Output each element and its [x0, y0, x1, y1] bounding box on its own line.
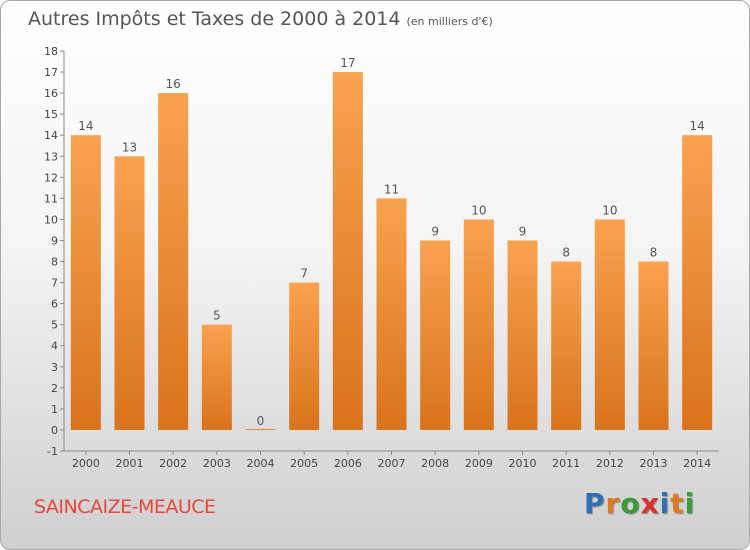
bar-2013 [638, 261, 669, 430]
y-tick-label: 15 [44, 108, 58, 121]
y-tick-label: -1 [47, 445, 58, 458]
bar-2014 [682, 135, 713, 430]
y-tick-label: 9 [51, 234, 58, 247]
data-label-2010: 9 [519, 224, 527, 238]
logo-letter: i [684, 487, 696, 520]
logo-letter: o [620, 487, 641, 520]
data-label-2003: 5 [213, 309, 221, 323]
bar-2008 [420, 240, 451, 430]
x-tick-label-2008: 2008 [421, 457, 449, 470]
logo-letter: r [605, 487, 621, 520]
y-tick-label: 3 [51, 361, 58, 374]
y-tick-label: 11 [44, 192, 58, 205]
y-tick-label: 13 [44, 150, 58, 163]
data-labels: 14 13 16 5 0 7 17 11 9 10 9 8 10 8 14 [78, 56, 705, 428]
x-tick-label-2014: 2014 [683, 457, 711, 470]
y-tick-label: 17 [44, 66, 58, 79]
logo-letter: x [640, 487, 660, 520]
x-axis: 2000 2001 2002 2003 2004 2005 2006 2007 2008 2009… [64, 450, 719, 470]
bar-2004 [245, 428, 276, 430]
bars [70, 72, 713, 430]
bar-2003 [201, 324, 232, 430]
data-label-2011: 8 [562, 246, 570, 260]
data-label-2014: 14 [690, 119, 705, 133]
data-label-2013: 8 [650, 246, 658, 260]
chart-unit: (en milliers d'€) [406, 15, 493, 28]
x-tick-label-2003: 2003 [203, 457, 231, 470]
bar-2009 [463, 219, 494, 430]
data-label-2004: 0 [257, 414, 265, 428]
bar-2007 [376, 198, 407, 430]
chart-title: Autres Impôts et Taxes de 2000 à 2014 (en… [28, 8, 493, 30]
y-tick-label: 7 [51, 277, 58, 290]
x-tick-label-2007: 2007 [378, 457, 406, 470]
data-label-2001: 13 [122, 140, 137, 154]
x-tick-label-2011: 2011 [552, 457, 580, 470]
y-tick-label: 5 [51, 319, 58, 332]
y-tick-label: 8 [51, 256, 58, 269]
x-tick-label-2004: 2004 [247, 457, 275, 470]
x-tick-label-2005: 2005 [290, 457, 318, 470]
x-tick-label-2012: 2012 [596, 457, 624, 470]
x-tick-label-2013: 2013 [640, 457, 668, 470]
y-tick-label: 10 [44, 213, 58, 226]
bar-2011 [551, 261, 582, 430]
y-tick-label: 12 [44, 171, 58, 184]
x-tick-label-2009: 2009 [465, 457, 493, 470]
data-label-2012: 10 [602, 203, 617, 217]
y-tick-label: 16 [44, 87, 58, 100]
logo-letter: t [670, 487, 685, 520]
data-label-2000: 14 [78, 119, 93, 133]
bar-2002 [158, 93, 189, 430]
data-label-2002: 16 [166, 77, 181, 91]
data-label-2006: 17 [340, 56, 355, 70]
data-label-2008: 9 [431, 224, 439, 238]
proxiti-logo[interactable]: Proxiti [584, 487, 695, 520]
x-tick-label-2010: 2010 [509, 457, 537, 470]
x-tick-label-2001: 2001 [116, 457, 144, 470]
x-tick-label-2002: 2002 [159, 457, 187, 470]
bar-2005 [289, 282, 320, 430]
y-tick-label: 6 [51, 298, 58, 311]
logo-letter: i [659, 487, 671, 520]
bar-2012 [594, 219, 625, 430]
x-tick-label-2000: 2000 [72, 457, 100, 470]
y-tick-label: 1 [51, 403, 58, 416]
data-label-2007: 11 [384, 182, 399, 196]
logo-letter: P [584, 487, 606, 520]
y-tick-label: 0 [51, 424, 58, 437]
y-tick-label: 2 [51, 382, 58, 395]
commune-name: SAINCAIZE-MEAUCE [34, 496, 216, 518]
y-tick-label: 18 [44, 45, 58, 58]
bar-2001 [114, 156, 145, 430]
x-tick-label-2006: 2006 [334, 457, 362, 470]
y-tick-label: 4 [51, 340, 58, 353]
bar-2006 [332, 72, 363, 430]
y-tick-label: 14 [44, 129, 58, 142]
data-label-2005: 7 [300, 267, 308, 281]
chart-title-text: Autres Impôts et Taxes de 2000 à 2014 [28, 8, 401, 30]
data-label-2009: 10 [471, 203, 486, 217]
bar-2010 [507, 240, 538, 430]
bar-2000 [70, 135, 101, 430]
